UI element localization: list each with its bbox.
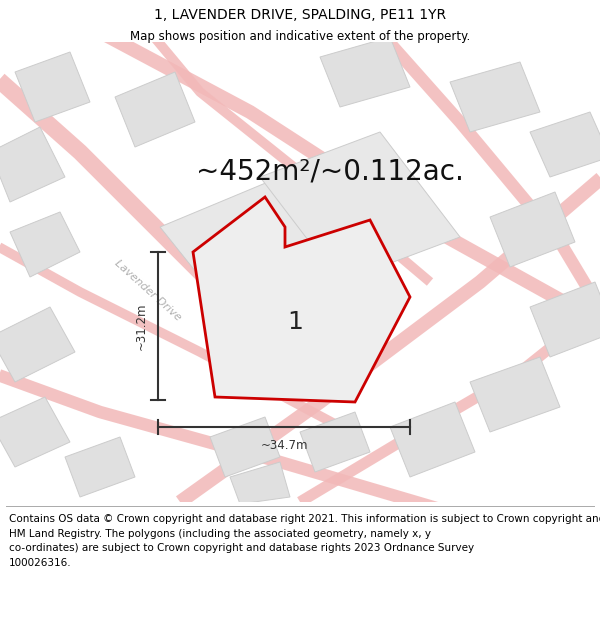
Polygon shape — [15, 52, 90, 122]
Text: 1, LAVENDER DRIVE, SPALDING, PE11 1YR: 1, LAVENDER DRIVE, SPALDING, PE11 1YR — [154, 8, 446, 21]
Polygon shape — [0, 307, 75, 382]
Polygon shape — [300, 412, 370, 472]
Polygon shape — [193, 197, 410, 402]
Polygon shape — [260, 132, 460, 282]
Polygon shape — [0, 127, 65, 202]
Text: Lavender Drive: Lavender Drive — [113, 258, 183, 322]
Polygon shape — [115, 72, 195, 147]
Text: 1: 1 — [287, 310, 303, 334]
Polygon shape — [0, 397, 70, 467]
Polygon shape — [450, 62, 540, 132]
Text: Map shows position and indicative extent of the property.: Map shows position and indicative extent… — [130, 30, 470, 43]
Text: ~34.7m: ~34.7m — [260, 439, 308, 452]
Polygon shape — [65, 437, 135, 497]
Polygon shape — [530, 282, 600, 357]
Polygon shape — [530, 112, 600, 177]
Text: Contains OS data © Crown copyright and database right 2021. This information is : Contains OS data © Crown copyright and d… — [9, 514, 600, 568]
Text: ~31.2m: ~31.2m — [135, 302, 148, 350]
Polygon shape — [490, 192, 575, 267]
Polygon shape — [230, 462, 290, 504]
Polygon shape — [210, 417, 280, 477]
Text: ~452m²/~0.112ac.: ~452m²/~0.112ac. — [196, 158, 464, 186]
Polygon shape — [10, 212, 80, 277]
Polygon shape — [160, 177, 380, 352]
Polygon shape — [390, 402, 475, 477]
Polygon shape — [470, 357, 560, 432]
Polygon shape — [320, 37, 410, 107]
